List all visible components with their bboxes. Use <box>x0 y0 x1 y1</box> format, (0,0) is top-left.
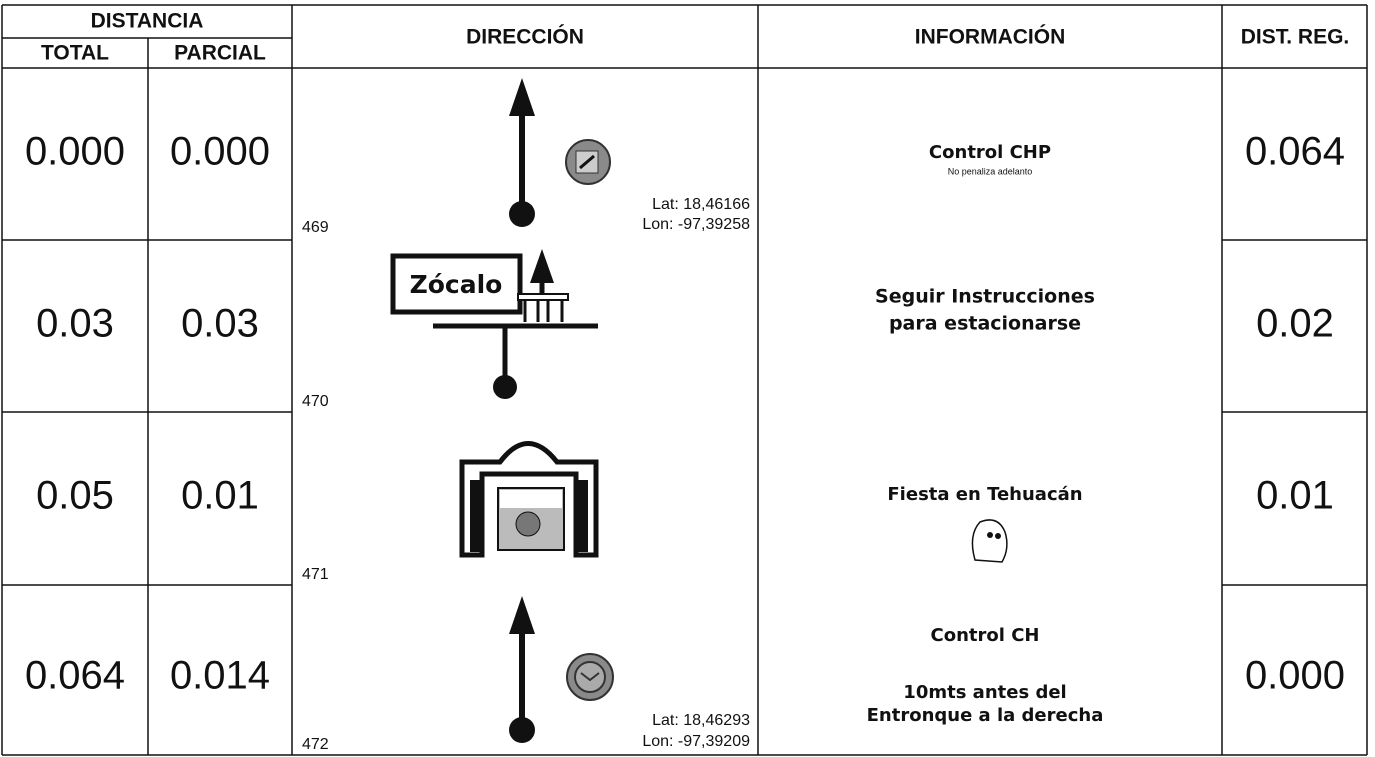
longitude: Lon: -97,39209 <box>642 733 750 750</box>
step-number: 471 <box>302 566 329 583</box>
direction-arrow <box>509 78 611 227</box>
parcial: 0.014 <box>170 654 270 698</box>
ghost-icon <box>971 519 1008 563</box>
header-parcial: PARCIAL <box>174 42 266 65</box>
direction-diagram <box>390 249 598 399</box>
info-line: Seguir Instrucciones <box>875 286 1095 308</box>
dist-reg: 0.01 <box>1256 474 1334 518</box>
sign-text: Zócalo <box>410 270 503 299</box>
info-line: para estacionarse <box>889 313 1081 335</box>
total: 0.03 <box>36 302 114 346</box>
dist-reg: 0.064 <box>1245 130 1345 174</box>
info-line: Control CH <box>931 625 1040 646</box>
parcial: 0.03 <box>181 302 259 346</box>
step-number: 472 <box>302 736 329 753</box>
latitude: Lat: 18,46166 <box>652 196 750 213</box>
header-dist-reg: DIST. REG. <box>1241 26 1350 49</box>
dist-reg: 0.02 <box>1256 302 1334 346</box>
table-grid <box>1 4 1368 756</box>
header-total: TOTAL <box>41 42 109 65</box>
parcial: 0.000 <box>170 130 270 174</box>
step-number: 470 <box>302 393 329 410</box>
total: 0.05 <box>36 474 114 518</box>
info-line: Control CHP <box>929 142 1051 163</box>
arch-icon <box>459 441 599 558</box>
info-line: Fiesta en Tehuacán <box>887 484 1082 505</box>
dist-reg: 0.000 <box>1245 654 1345 698</box>
total: 0.000 <box>25 130 125 174</box>
latitude: Lat: 18,46293 <box>652 712 750 729</box>
step-number: 469 <box>302 219 329 236</box>
header-distancia: DISTANCIA <box>91 10 204 33</box>
direction-arrow <box>509 596 614 743</box>
info-line: 10mts antes del <box>903 682 1066 703</box>
total: 0.064 <box>25 654 125 698</box>
longitude: Lon: -97,39258 <box>642 216 750 233</box>
header-direccion: DIRECCIÓN <box>466 25 584 49</box>
info-note: No penaliza adelanto <box>948 166 1033 176</box>
info-line: Entronque a la derecha <box>867 705 1104 726</box>
header-informacion: INFORMACIÓN <box>915 25 1066 49</box>
parcial: 0.01 <box>181 474 259 518</box>
